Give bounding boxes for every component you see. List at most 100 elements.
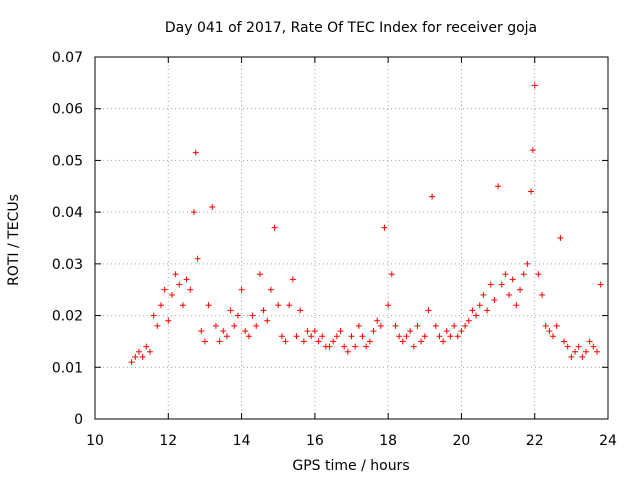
- data-point: [128, 359, 135, 366]
- data-point: [473, 312, 480, 319]
- data-point: [440, 338, 447, 345]
- data-point: [337, 328, 344, 335]
- data-point: [542, 322, 549, 329]
- data-point: [498, 281, 505, 288]
- x-tick-label: 20: [453, 433, 471, 449]
- y-tick-label: 0: [74, 412, 83, 428]
- data-point: [227, 307, 234, 314]
- data-point: [429, 193, 436, 200]
- data-point: [381, 224, 388, 231]
- data-point: [355, 322, 362, 329]
- data-point: [249, 312, 256, 319]
- data-point: [513, 302, 520, 309]
- data-point: [187, 286, 194, 293]
- data-point: [348, 333, 355, 340]
- x-tick-label: 22: [526, 433, 544, 449]
- data-point: [161, 286, 168, 293]
- data-point: [209, 203, 216, 210]
- data-point: [139, 353, 146, 360]
- data-point: [212, 322, 219, 329]
- data-point: [480, 291, 487, 298]
- data-point: [557, 235, 564, 241]
- data-point: [297, 307, 304, 314]
- x-tick-label: 14: [233, 433, 251, 449]
- data-point: [502, 271, 509, 278]
- x-tick-label: 10: [86, 433, 104, 449]
- data-point: [506, 291, 513, 298]
- data-point: [410, 343, 417, 350]
- data-point: [168, 291, 175, 298]
- data-point: [458, 328, 465, 335]
- data-points: [128, 82, 604, 366]
- data-point: [432, 322, 439, 329]
- data-point: [315, 338, 322, 345]
- data-point: [469, 307, 476, 314]
- data-point: [465, 317, 472, 324]
- data-point: [271, 224, 278, 231]
- data-point: [341, 343, 348, 350]
- data-point: [201, 338, 208, 345]
- data-point: [374, 317, 381, 324]
- data-point: [403, 333, 410, 340]
- data-point: [528, 188, 535, 195]
- y-tick-label: 0.07: [52, 50, 83, 66]
- data-point: [146, 348, 153, 355]
- data-point: [216, 338, 223, 345]
- data-point: [546, 328, 553, 335]
- data-point: [205, 302, 212, 309]
- data-point: [234, 312, 241, 319]
- data-point: [370, 328, 377, 335]
- x-tick-label: 12: [159, 433, 177, 449]
- data-point: [267, 286, 274, 293]
- data-point: [572, 348, 579, 355]
- data-point: [304, 328, 311, 335]
- data-point: [447, 333, 454, 340]
- y-tick-label: 0.06: [52, 102, 83, 118]
- y-tick-label: 0.03: [52, 257, 83, 273]
- data-point: [330, 338, 337, 345]
- data-point: [529, 147, 536, 154]
- data-point: [366, 338, 373, 345]
- data-point: [352, 343, 359, 350]
- data-point: [165, 317, 172, 324]
- data-point: [289, 276, 296, 283]
- data-point: [550, 333, 557, 340]
- data-point: [311, 328, 318, 335]
- data-point: [154, 322, 161, 329]
- data-point: [333, 333, 340, 340]
- data-point: [425, 307, 432, 314]
- data-point: [597, 281, 604, 288]
- data-point: [590, 343, 597, 350]
- data-point: [293, 333, 300, 340]
- data-point: [344, 348, 351, 355]
- data-point: [568, 353, 575, 360]
- x-axis-title: GPS time / hours: [292, 458, 409, 474]
- data-point: [462, 322, 469, 329]
- data-point: [553, 322, 560, 329]
- data-point: [190, 209, 197, 216]
- data-point: [443, 328, 450, 335]
- data-point: [245, 333, 252, 340]
- data-point: [561, 338, 568, 345]
- y-tick-labels: 0 0.01 0.02 0.03 0.04 0.05 0.06 0.07: [52, 50, 83, 428]
- y-tick-label: 0.01: [52, 360, 83, 376]
- data-point: [198, 328, 205, 335]
- data-point: [286, 302, 293, 309]
- data-point: [260, 307, 267, 314]
- data-point: [487, 281, 494, 288]
- data-point: [319, 333, 326, 340]
- data-point: [150, 312, 157, 319]
- data-point: [308, 333, 315, 340]
- data-point: [157, 302, 164, 309]
- data-point: [300, 338, 307, 345]
- data-point: [326, 343, 333, 350]
- data-point: [388, 271, 395, 278]
- data-point: [176, 281, 183, 288]
- data-point: [363, 343, 370, 350]
- y-tick-label: 0.05: [52, 153, 83, 169]
- y-tick-label: 0.04: [52, 205, 83, 221]
- data-point: [377, 322, 384, 329]
- data-point: [495, 183, 502, 190]
